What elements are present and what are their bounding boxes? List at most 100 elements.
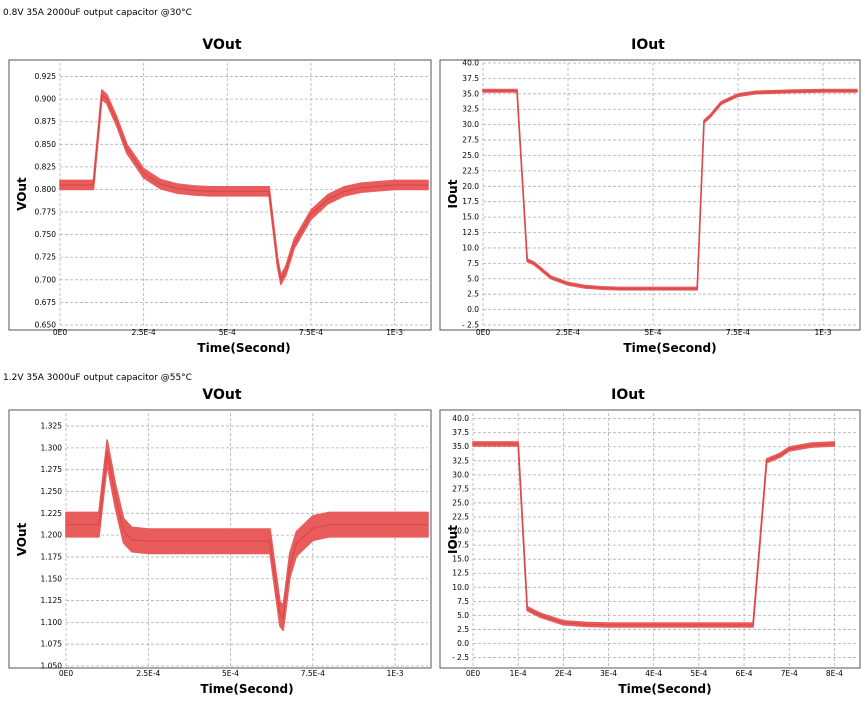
series-line [483,90,857,290]
x-tick-label: 7E-4 [781,669,798,678]
y-tick-label: 40.0 [452,414,469,423]
y-tick-label: 1.200 [41,531,63,540]
x-tick-label: 5E-4 [222,669,239,678]
y-axis-label: VOut [15,177,29,211]
y-tick-label: 5.0 [467,274,479,283]
y-tick-label: 12.5 [452,569,469,578]
x-tick-label: 5E-4 [645,328,662,337]
series-ripple-band [482,88,858,291]
y-tick-label: 15.0 [462,213,479,222]
y-axis-label: IOut [446,179,460,208]
y-axis-label: VOut [15,522,29,556]
x-tick-label: 8E-4 [826,669,843,678]
y-tick-label: 2.5 [457,625,469,634]
x-axis-label: Time(Second) [618,682,711,696]
y-tick-label: 22.5 [462,166,479,175]
y-tick-label: 32.5 [462,105,479,114]
x-tick-label: 2.5E-4 [136,669,160,678]
y-tick-label: 1.225 [41,509,63,518]
x-tick-label: 0E0 [59,669,74,678]
chart-frame [439,59,861,331]
x-tick-label: 1E-3 [386,328,403,337]
y-tick-label: 37.5 [462,74,479,83]
series-ripple-band [472,441,836,628]
x-tick-label: 6E-4 [736,669,753,678]
y-tick-label: 0.700 [35,275,57,284]
y-tick-label: 1.325 [41,422,63,431]
x-tick-label: 4E-4 [645,669,662,678]
y-tick-label: 0.725 [35,253,57,262]
y-tick-label: 37.5 [452,428,469,437]
y-tick-label: 5.0 [457,611,469,620]
chart-title: VOut [202,387,241,403]
x-tick-label: 0E0 [53,328,68,337]
y-tick-label: 1.300 [41,443,63,452]
y-tick-label: 17.5 [452,541,469,550]
y-tick-label: 1.100 [41,618,63,627]
y-tick-label: 12.5 [462,228,479,237]
y-tick-label: 0.825 [35,162,57,171]
y-tick-label: - 2.5 [452,653,469,662]
y-tick-label: 0.0 [457,639,469,648]
y-tick-label: 0.675 [35,298,57,307]
caption-bottom: 1.2V 35A 3000uF output capacitor @55°C [3,373,192,383]
y-tick-label: 30.0 [452,470,469,479]
y-tick-label: 0.875 [35,117,57,126]
x-tick-label: 0E0 [466,669,481,678]
x-tick-label: 7.5E-4 [301,669,325,678]
x-tick-label: 2E-4 [555,669,572,678]
chart-vout-top: 0E0 2.5E-4 5E-4 7.5E-4 1E-3 0.650 0.675 0.700 0.… [8,37,432,355]
y-tick-label: 7.5 [457,597,469,606]
y-tick-label: 35.0 [452,442,469,451]
x-tick-label: 5E-4 [690,669,707,678]
y-tick-label: - 2.5 [462,321,479,330]
chart-iout-top: 0E0 2.5E-4 5E-4 7.5E-4 1E-3 - 2.5 0.0 2.5 5.0 7.5… [439,37,861,355]
x-axis-label: Time(Second) [200,682,293,696]
x-axis-label: Time(Second) [623,341,716,355]
y-tick-label: 10.0 [462,243,479,252]
y-tick-label: 1.075 [41,640,63,649]
y-tick-label: 0.0 [467,305,479,314]
y-tick-label: 25.0 [462,151,479,160]
x-axis-label: Time(Second) [197,341,290,355]
chart-vout-bottom: 0E0 2.5E-4 5E-4 7.5E-4 1E-3 1.050 1.075 1.100 1.… [8,387,432,696]
x-tick-label: 5E-4 [219,328,236,337]
y-tick-label: 10.0 [452,583,469,592]
x-tick-label: 3E-4 [600,669,617,678]
y-tick-label: 1.150 [41,574,63,583]
x-tick-label: 1E-4 [510,669,527,678]
x-tick-label: 0E0 [476,328,491,337]
series-line [60,93,428,282]
y-tick-label: 25.0 [452,498,469,507]
y-tick-label: 35.0 [462,89,479,98]
x-tick-label: 7.5E-4 [726,328,750,337]
x-tick-label: 1E-3 [387,669,404,678]
y-tick-label: 17.5 [462,197,479,206]
y-tick-label: 20.0 [452,527,469,536]
chart-iout-bottom: 0E0 1E-4 2E-4 3E-4 4E-4 5E-4 6E-4 7E-4 8E-4 - 2.5… [439,387,861,696]
y-tick-label: 0.925 [35,72,57,81]
y-tick-label: 40.0 [462,59,479,68]
y-tick-label: 27.5 [452,484,469,493]
y-tick-label: 1.050 [41,662,63,671]
caption-top: 0.8V 35A 2000uF output capacitor @30°C [3,8,192,18]
series-ripple-band [65,439,429,632]
series-line [66,452,428,620]
y-tick-label: 7.5 [467,259,479,268]
x-tick-label: 2.5E-4 [556,328,580,337]
y-tick-label: 0.775 [35,208,57,217]
y-tick-label: 15.0 [452,555,469,564]
y-tick-label: 27.5 [462,136,479,145]
y-tick-label: 32.5 [452,456,469,465]
y-tick-label: 1.125 [41,596,63,605]
series-line [473,443,835,626]
y-tick-label: 0.850 [35,140,57,149]
y-tick-label: 20.0 [462,182,479,191]
y-tick-label: 2.5 [467,290,479,299]
chart-title: IOut [631,37,665,53]
x-tick-label: 2.5E-4 [132,328,156,337]
y-axis-label: IOut [446,525,460,554]
y-tick-label: 0.650 [35,321,57,330]
x-tick-label: 7.5E-4 [299,328,323,337]
